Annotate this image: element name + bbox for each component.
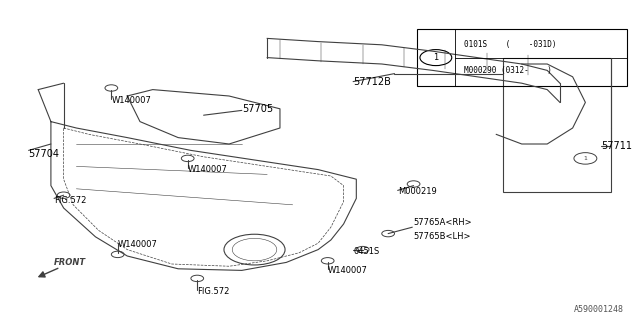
Text: FRONT: FRONT <box>54 258 86 267</box>
Text: 57711: 57711 <box>602 140 632 151</box>
Text: M000219: M000219 <box>397 188 436 196</box>
Text: FIG.572: FIG.572 <box>54 196 86 204</box>
Text: 1: 1 <box>584 156 588 161</box>
Text: W140007: W140007 <box>118 240 157 249</box>
Text: FIG.572: FIG.572 <box>197 287 230 296</box>
Text: M000290 (0312-    ): M000290 (0312- ) <box>465 66 552 75</box>
Text: 1: 1 <box>433 53 438 62</box>
Text: 57705: 57705 <box>242 104 273 114</box>
Text: W140007: W140007 <box>328 266 367 275</box>
Text: W140007: W140007 <box>111 96 151 105</box>
Text: W140007: W140007 <box>188 165 228 174</box>
Text: 57704: 57704 <box>29 148 60 159</box>
Text: 57765A<RH>: 57765A<RH> <box>413 218 472 227</box>
Text: A590001248: A590001248 <box>573 305 623 314</box>
Text: 57712B: 57712B <box>353 76 391 87</box>
Text: 0451S: 0451S <box>353 247 380 256</box>
Text: 57765B<LH>: 57765B<LH> <box>413 232 471 241</box>
Text: 0101S    (    -031D): 0101S ( -031D) <box>465 40 557 49</box>
